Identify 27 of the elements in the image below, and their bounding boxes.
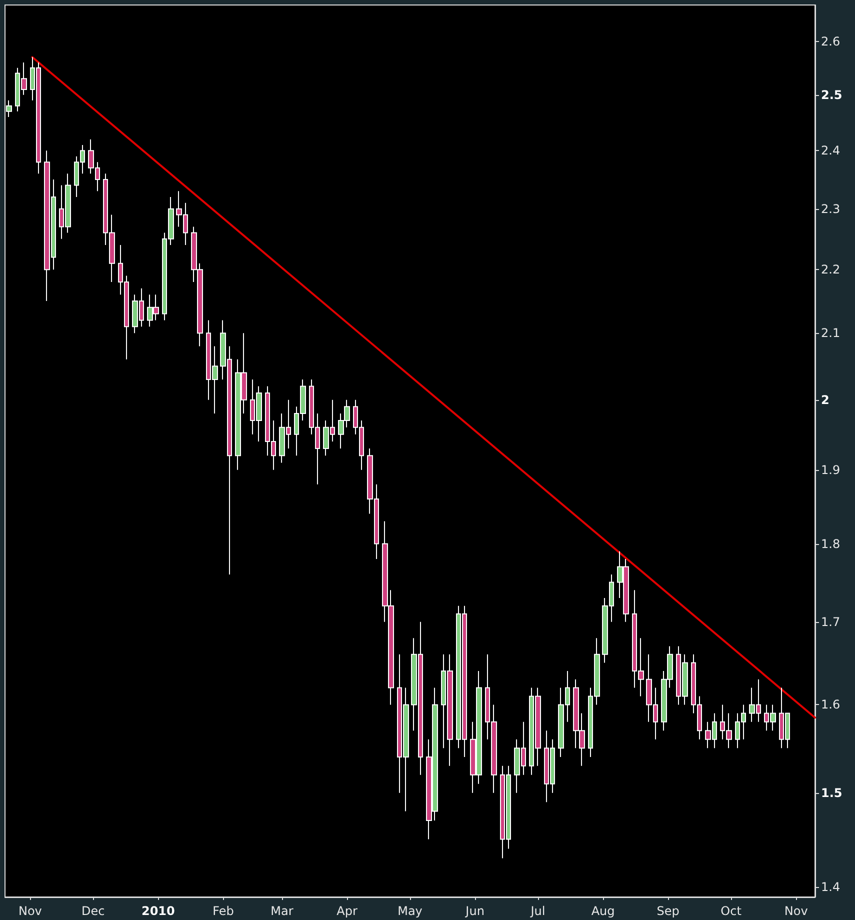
x-tick-label: Nov — [784, 904, 808, 918]
y-tick-label: 2.1 — [821, 326, 840, 340]
x-tick-label: 2010 — [141, 904, 175, 918]
y-tick-label: 2.5 — [821, 88, 842, 102]
x-tick-label: Aug — [591, 904, 615, 918]
y-tick-label: 1.7 — [821, 614, 840, 629]
x-tick-label: Jun — [464, 904, 484, 918]
y-tick-label: 1.9 — [821, 462, 840, 477]
x-tick-label: May — [398, 904, 422, 918]
x-tick-label: Feb — [212, 904, 234, 918]
y-tick-label: 2.6 — [821, 34, 840, 48]
y-tick-label: 2.3 — [821, 202, 840, 216]
x-tick-label: Apr — [336, 904, 358, 918]
x-tick-label: Jul — [530, 904, 546, 918]
y-tick-label: 1.8 — [821, 536, 840, 551]
x-tick-label: Oct — [720, 904, 742, 918]
y-tick-label: 1.6 — [821, 698, 840, 712]
x-tick-label: Dec — [82, 904, 105, 918]
y-tick-label: 1.5 — [821, 786, 842, 800]
x-tick-label: Mar — [270, 904, 294, 918]
candlestick — [6, 100, 12, 118]
y-tick-label: 2.2 — [821, 262, 840, 277]
y-tick-label: 1.4 — [821, 880, 840, 894]
x-tick-label: Sep — [656, 904, 680, 918]
x-tick-label: Nov — [18, 904, 42, 918]
y-tick-label: 2 — [821, 392, 830, 407]
y-tick-label: 2.4 — [821, 144, 840, 158]
